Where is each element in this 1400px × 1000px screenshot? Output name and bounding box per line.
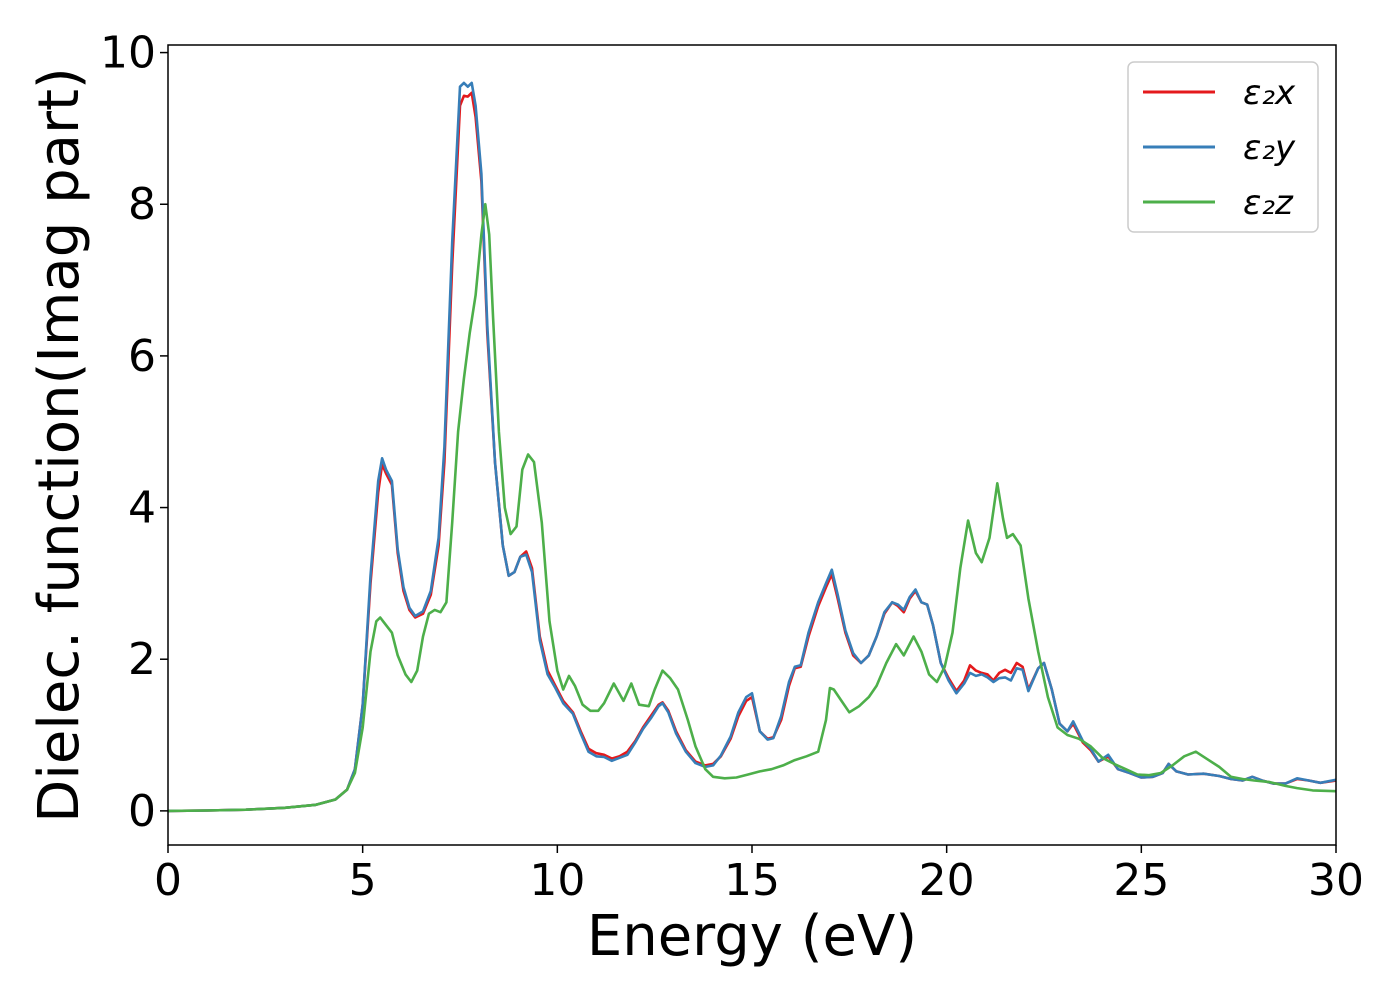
x-tick-label: 20 <box>919 855 975 906</box>
y-tick-label: 8 <box>128 179 156 230</box>
x-tick-label: 25 <box>1113 855 1169 906</box>
legend: ε₂x ε₂y ε₂z <box>1127 61 1319 233</box>
x-axis-title: Energy (eV) <box>587 904 917 969</box>
y-tick-label: 10 <box>100 28 156 79</box>
series-line-2 <box>168 202 1336 813</box>
y-tick-label: 2 <box>128 634 156 685</box>
y-tick-label: 6 <box>128 331 156 382</box>
x-tick-label: 0 <box>154 855 182 906</box>
x-tick-label: 15 <box>724 855 780 906</box>
x-tick-label: 5 <box>349 855 377 906</box>
x-tick-label: 30 <box>1308 855 1364 906</box>
legend-label-2: ε₂z <box>1243 183 1294 223</box>
legend-label-1: ε₂y <box>1243 128 1296 168</box>
y-axis-title: Dielec. function(Imag part) <box>27 67 92 823</box>
x-tick-label: 10 <box>529 855 585 906</box>
legend-box <box>1127 61 1319 233</box>
y-tick-label: 0 <box>128 786 156 837</box>
legend-label-0: ε₂x <box>1243 73 1296 113</box>
y-tick-label: 4 <box>128 483 156 534</box>
